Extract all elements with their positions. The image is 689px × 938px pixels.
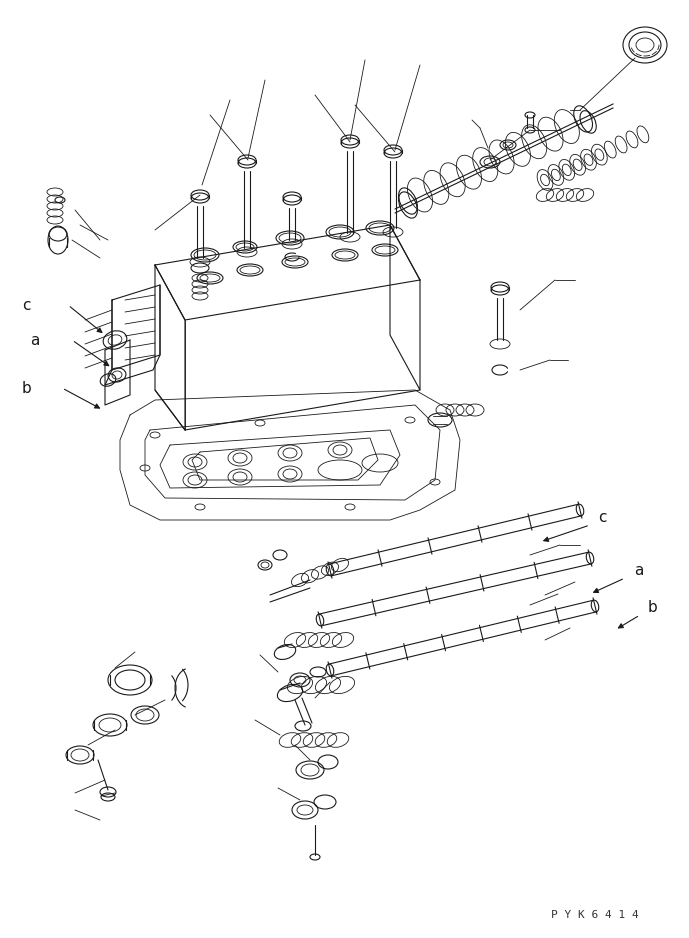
Text: b: b <box>648 600 658 615</box>
Text: c: c <box>598 510 606 525</box>
Text: P Y K 6 4 1 4: P Y K 6 4 1 4 <box>551 910 639 920</box>
Text: a: a <box>30 333 39 348</box>
Text: b: b <box>22 381 32 396</box>
Text: c: c <box>22 298 30 313</box>
Text: a: a <box>634 563 644 578</box>
